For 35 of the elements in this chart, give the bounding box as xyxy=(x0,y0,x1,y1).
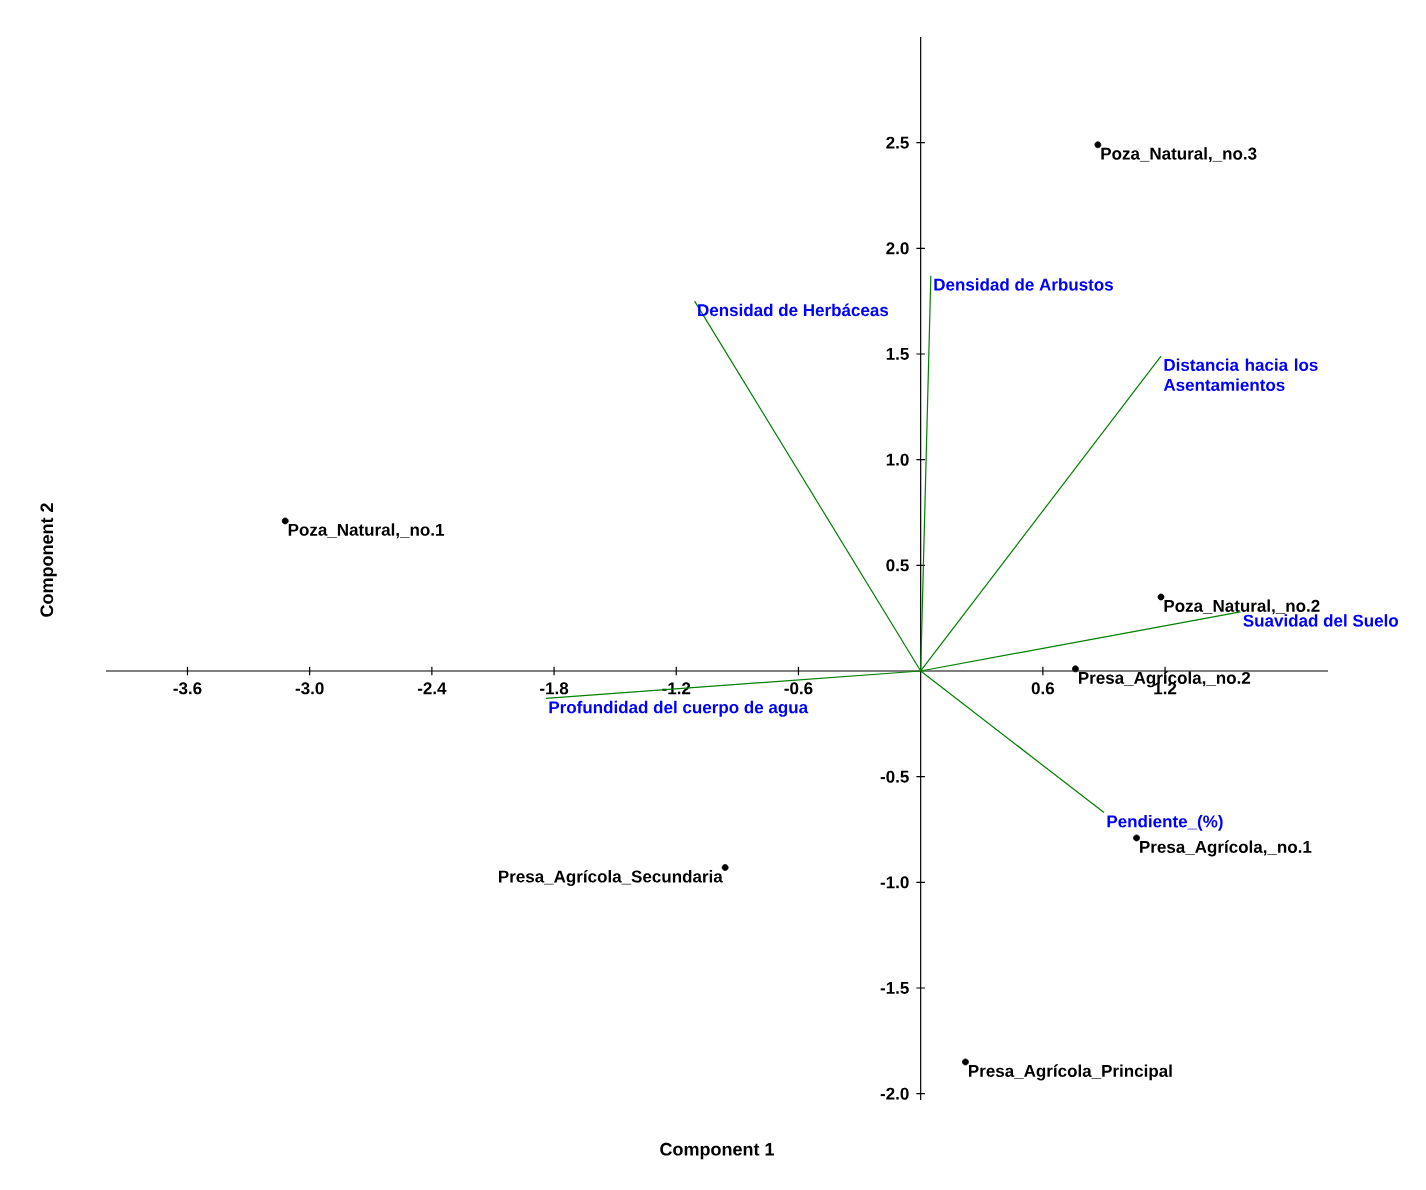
data-label: Presa_Agrícola,_no.1 xyxy=(1140,840,1312,857)
y-tick-label: -2.0 xyxy=(880,1087,909,1100)
y-tick-label: 2.0 xyxy=(886,242,909,255)
y-tick-label: 0.5 xyxy=(886,559,909,572)
data-label: Poza_Natural,_no.3 xyxy=(1101,147,1257,163)
y-tick-label: 1.0 xyxy=(886,453,909,466)
y-tick-label: 1.5 xyxy=(886,348,909,360)
x-tick-label: -1.8 xyxy=(540,682,569,695)
y-tick-label: -1.5 xyxy=(880,982,909,994)
annotation: Pendiente_(%) xyxy=(1107,814,1223,831)
annotation: Densidad de Arbustos xyxy=(934,278,1113,291)
y-tick-label: -1.0 xyxy=(880,876,909,889)
annotation: Suavidad del Suelo xyxy=(1243,614,1399,627)
y-tick-label: -0.5 xyxy=(880,770,909,783)
data-label: Presa_Agrícola_Principal xyxy=(969,1064,1172,1081)
y-axis-title: Component 2 xyxy=(40,503,57,617)
y-tick-label: 2.5 xyxy=(886,136,909,149)
data-label: Presa_Agrícola_Secundaria xyxy=(498,869,723,886)
point xyxy=(281,517,289,525)
x-tick-label: -0.6 xyxy=(784,682,813,695)
x-tick-label: -3.6 xyxy=(173,682,202,695)
point xyxy=(721,864,729,871)
point xyxy=(1094,141,1102,149)
data-label: Poza_Natural,_no.2 xyxy=(1164,599,1320,615)
point xyxy=(1133,834,1140,842)
point xyxy=(1072,665,1079,673)
point xyxy=(1157,593,1165,601)
data-label: Poza_Natural,_no.1 xyxy=(288,523,444,539)
x-tick-label: -3.0 xyxy=(295,682,324,695)
x-tick-label: 0.6 xyxy=(1031,682,1055,695)
annotation: Distancia hacia los Asentamientos xyxy=(1163,358,1318,391)
annotation: Profundidad del cuerpo de agua xyxy=(549,700,809,717)
point xyxy=(962,1058,969,1066)
x-tick-label: -2.4 xyxy=(417,682,447,695)
x-axis-title: Component 1 xyxy=(660,1142,774,1160)
